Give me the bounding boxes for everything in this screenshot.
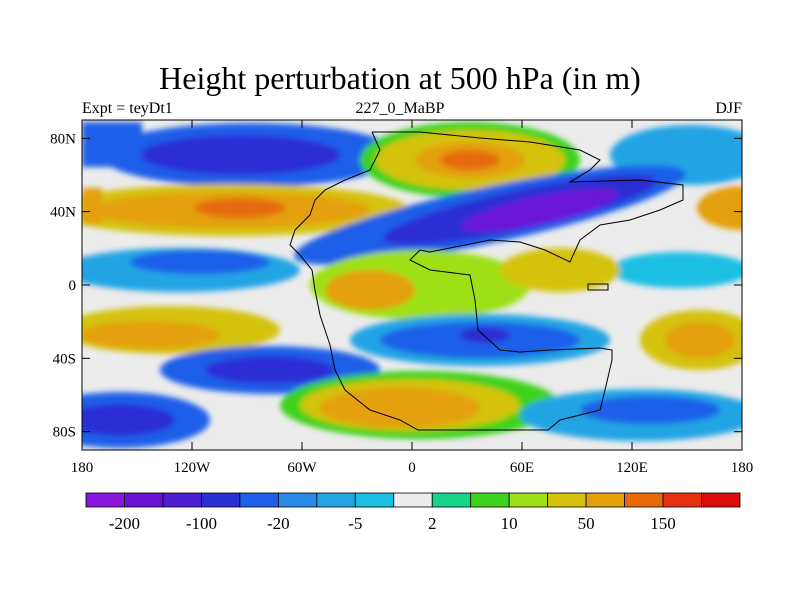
colorbar-swatch [239, 492, 279, 508]
colorbar-label: 10 [501, 514, 518, 533]
colorbar-label: -200 [109, 514, 140, 533]
colorbar-swatch [277, 492, 318, 508]
season-label: DJF [715, 100, 742, 117]
coastline-outline [289, 131, 684, 431]
x-tick-label: 120E [616, 460, 648, 476]
y-tick-label: 0 [69, 278, 77, 294]
colorbar-swatch [201, 492, 241, 508]
colorbar-swatch [701, 492, 741, 508]
x-tick-label: 60E [510, 460, 534, 476]
x-tick-label: 180 [71, 460, 94, 476]
colorbar-swatch [624, 492, 664, 508]
colorbar-swatch [508, 492, 549, 508]
colorbar-swatch [162, 492, 202, 508]
colorbar-swatch [547, 492, 587, 508]
y-tick-label: 40N [50, 205, 76, 221]
y-tick-label: 40S [53, 351, 76, 367]
x-tick-label: 180 [731, 460, 754, 476]
colorbar-swatch [124, 492, 164, 508]
colorbar-swatch [354, 492, 395, 508]
x-tick-label: 0 [408, 460, 416, 476]
colorbar-label: 50 [578, 514, 595, 533]
colorbar-swatch [585, 492, 625, 508]
x-tick-label: 120W [174, 460, 212, 476]
y-tick-label: 80N [50, 131, 76, 147]
y-tick-label: 80S [53, 425, 76, 441]
colorbar-swatch [662, 492, 702, 508]
colorbar-swatch [393, 492, 433, 508]
colorbar-label: 2 [428, 514, 437, 533]
colorbar-label: 150 [650, 514, 676, 533]
colorbar: -200 -100 -20 -5 2 10 50 150 [85, 492, 741, 533]
colorbar-label: -100 [186, 514, 217, 533]
field-shading [82, 120, 742, 450]
colorbar-swatch [470, 492, 510, 508]
figure-title: Height perturbation at 500 hPa (in m) [159, 60, 641, 96]
colorbar-swatch [316, 492, 356, 508]
period-label: 227_0_MaBP [355, 100, 445, 117]
colorbar-swatch [431, 492, 472, 508]
colorbar-label: -20 [267, 514, 290, 533]
experiment-label: Expt = teyDt1 [82, 100, 173, 117]
colorbar-swatch [85, 492, 125, 508]
x-tick-label: 60W [287, 460, 317, 476]
colorbar-label: -5 [348, 514, 362, 533]
axis-ticks: 180 120W 60W 0 60E 120E 180 80N 40N 0 40S 80S [50, 120, 753, 476]
